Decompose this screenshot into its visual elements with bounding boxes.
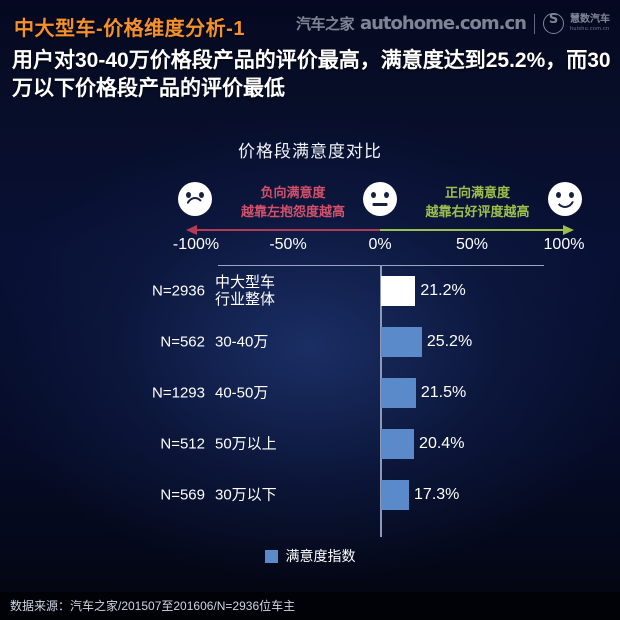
- plot-zero-axis: [380, 265, 382, 537]
- category-label: 30万以下: [215, 485, 277, 503]
- legend-swatch: [264, 549, 278, 563]
- x-tick-label: -100%: [172, 236, 220, 253]
- watermark-cn-text: 汽车之家: [295, 16, 355, 33]
- bar: [381, 479, 410, 510]
- category-label: 中大型车 行业整体: [215, 273, 276, 308]
- page-subtitle: 用户对30-40万价格段产品的评价最高，满意度达到25.2%，而30万以下价格段…: [12, 49, 611, 101]
- positive-scale-title: 正向满意度: [444, 185, 510, 200]
- category-cell: 中大型车 行业整体: [215, 265, 315, 316]
- watermark-brand-cn: 慧数汽车: [570, 13, 610, 25]
- x-tick-label: 50%: [455, 236, 489, 253]
- happy-face-icon: [548, 182, 582, 216]
- sample-size-label: N=562: [160, 333, 205, 350]
- sample-size-label: N=1293: [152, 384, 205, 401]
- left-arrow-icon: [186, 225, 197, 235]
- x-tick-label: 100%: [543, 236, 585, 253]
- negative-arrow-line: [196, 229, 380, 232]
- bar-value-label: 17.3%: [414, 485, 460, 503]
- table-row: N=562 30-40万 25.2%: [0, 316, 620, 367]
- sample-size-cell: N=512: [55, 418, 205, 469]
- bar-value-label: 21.2%: [420, 281, 466, 299]
- neutral-face-eye-right: [384, 192, 389, 198]
- table-row: N=569 30万以下 17.3%: [0, 469, 620, 520]
- table-row: N=512 50万以上 20.4%: [0, 418, 620, 469]
- neutral-face-mouth: [372, 203, 388, 206]
- bar-chart-rows: N=2936 中大型车 行业整体 21.2% N=562 30-40万 25.2…: [0, 265, 620, 520]
- watermark-brand-en: huishu.com.cn: [570, 25, 610, 32]
- category-cell: 50万以上: [215, 418, 315, 469]
- table-row: N=1293 40-50万 21.5%: [0, 367, 620, 418]
- sad-face-icon: [178, 182, 212, 216]
- x-axis-tick-labels: -100% -50% 0% 50% 100%: [0, 236, 620, 258]
- watermark-divider: [534, 13, 535, 34]
- positive-scale-sub: 越靠右好评度越高: [425, 203, 530, 219]
- category-label: 40-50万: [215, 383, 269, 401]
- watermark-en-text: autohome.com.cn: [359, 13, 527, 34]
- category-cell: 30-40万: [215, 316, 315, 367]
- neutral-face-eye-left: [371, 192, 376, 198]
- bar: [381, 275, 416, 306]
- legend-label: 满意度指数: [285, 548, 356, 564]
- negative-scale-sub: 越靠左抱怨度越高: [240, 203, 345, 219]
- data-source-note: 数据来源：汽车之家/201507至201606/N=2936位车主: [10, 599, 296, 613]
- neutral-face-icon: [363, 182, 397, 216]
- chart-title: 价格段满意度对比: [238, 142, 382, 161]
- category-cell: 40-50万: [215, 367, 315, 418]
- scale-arrows: [0, 225, 620, 236]
- x-tick-label: -50%: [269, 236, 307, 253]
- category-cell: 30万以下: [215, 469, 315, 520]
- sample-size-cell: N=569: [55, 469, 205, 520]
- right-arrow-icon: [563, 225, 574, 235]
- footer-bar: [0, 592, 620, 620]
- sad-face-mouth: [185, 197, 205, 210]
- sad-face-eye-right: [199, 192, 204, 198]
- sad-face-eye-left: [186, 192, 191, 198]
- positive-arrow-line: [380, 229, 564, 232]
- bar: [381, 377, 416, 408]
- bar-value-label: 21.5%: [420, 383, 467, 401]
- satisfaction-scale-faces: [0, 182, 620, 222]
- table-row: N=2936 中大型车 行业整体 21.2%: [0, 265, 620, 316]
- page-title: 中大型车-价格维度分析-1: [14, 18, 245, 40]
- bar: [381, 326, 422, 357]
- sample-size-cell: N=562: [55, 316, 205, 367]
- sample-size-label: N=2936: [152, 282, 205, 299]
- watermark-brand: 慧数汽车 huishu.com.cn: [570, 13, 610, 33]
- bar: [381, 428, 415, 459]
- sample-size-label: N=569: [160, 486, 205, 503]
- negative-scale-title: 负向满意度: [260, 185, 326, 200]
- sample-size-label: N=512: [160, 435, 205, 452]
- watermark: 汽车之家 autohome.com.cn 慧数汽车 huishu.com.cn: [295, 12, 610, 34]
- happy-face-mouth: [554, 195, 576, 208]
- x-tick-label: 0%: [368, 236, 392, 253]
- bar-value-label: 25.2%: [426, 332, 473, 350]
- negative-scale-note: 负向满意度 越靠左抱怨度越高: [228, 184, 358, 222]
- sample-size-cell: N=2936: [55, 265, 205, 316]
- huishu-logo-icon: [543, 12, 564, 34]
- chart-legend: 满意度指数: [0, 546, 620, 566]
- sample-size-cell: N=1293: [55, 367, 205, 418]
- positive-scale-note: 正向满意度 越靠右好评度越高: [410, 184, 545, 222]
- bar-value-label: 20.4%: [419, 434, 465, 452]
- category-label: 30-40万: [215, 332, 269, 350]
- category-label: 50万以上: [215, 434, 277, 452]
